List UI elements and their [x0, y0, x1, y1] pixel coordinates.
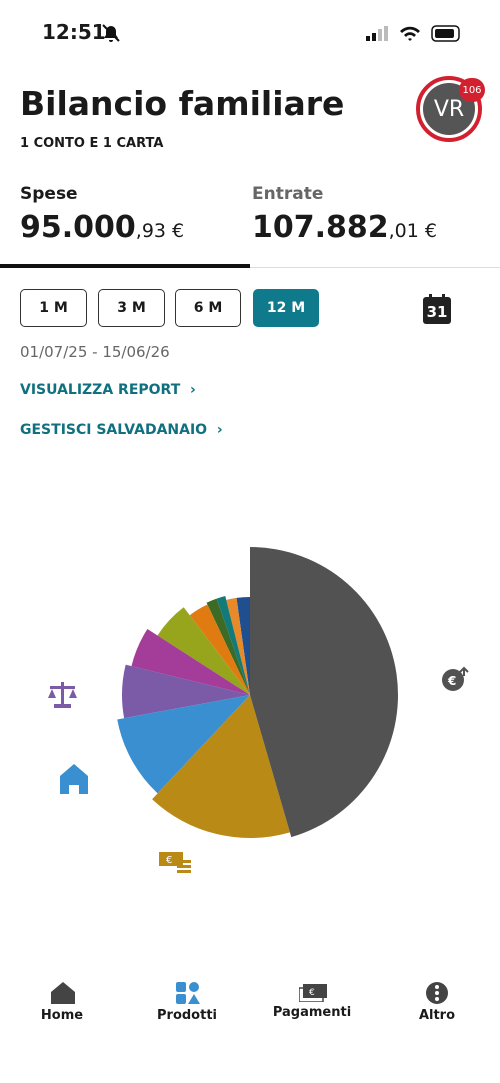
- amount-decimal: ,93 €: [135, 220, 185, 242]
- spese-label: Spese: [20, 184, 78, 204]
- amount-integer: 95.000: [20, 210, 136, 245]
- spese-amount: 95.000,93 €: [20, 210, 184, 245]
- subtitle: 1 CONTO E 1 CARTA: [20, 136, 164, 151]
- pie-slice[interactable]: [206, 598, 250, 695]
- nav-products-icon: [176, 982, 200, 1004]
- amount-integer: 107.882: [252, 210, 389, 245]
- svg-text:€: €: [309, 988, 315, 998]
- pie-slice[interactable]: [226, 597, 250, 695]
- amount-decimal: ,01 €: [388, 220, 437, 242]
- svg-text:€: €: [447, 674, 456, 688]
- pie-slice[interactable]: [157, 607, 250, 695]
- income-icon: €: [442, 666, 469, 691]
- calendar-day: 31: [426, 303, 448, 321]
- nav-item[interactable]: Prodotti: [157, 1008, 217, 1023]
- nav-item[interactable]: Pagamenti: [272, 1005, 352, 1020]
- svg-text:€: €: [166, 855, 172, 866]
- entrate-amount: 107.882,01 €: [252, 210, 437, 245]
- link[interactable]: GESTISCI SALVADANAIO ›: [20, 422, 223, 438]
- status-time: 12:51: [42, 20, 106, 44]
- link[interactable]: VISUALIZZA REPORT ›: [20, 382, 196, 398]
- entrate-label[interactable]: Entrate: [252, 184, 324, 204]
- tab-indicator: [0, 264, 250, 268]
- divider: [0, 267, 500, 268]
- mute-icon: [102, 24, 120, 42]
- link-text: VISUALIZZA REPORT: [20, 382, 181, 398]
- title: Bilancio familiare: [20, 84, 345, 123]
- pie-slice[interactable]: [152, 695, 290, 838]
- period-button[interactable]: 3 M: [98, 289, 165, 327]
- period-button[interactable]: 12 M: [253, 289, 319, 327]
- money-icon: €: [159, 852, 191, 873]
- nav-home-icon: [51, 982, 75, 1004]
- pie-slice[interactable]: [117, 695, 250, 794]
- house-icon: [60, 764, 88, 794]
- pie-slice[interactable]: [236, 597, 250, 695]
- nav-item[interactable]: Altro: [418, 1008, 456, 1023]
- period-button[interactable]: 6 M: [175, 289, 241, 327]
- calendar-icon[interactable]: 31: [423, 294, 451, 324]
- period-button[interactable]: 1 M: [20, 289, 87, 327]
- badge: 106: [459, 78, 485, 102]
- pie-slice[interactable]: [131, 628, 250, 695]
- pie-slice[interactable]: [216, 596, 250, 695]
- pie-chart: € €: [48, 547, 469, 873]
- nav-payments-icon: €: [299, 984, 327, 1002]
- scale-icon: [48, 682, 77, 708]
- pie-slice[interactable]: [122, 664, 250, 719]
- pie-slice[interactable]: [189, 604, 250, 695]
- avatar[interactable]: VR: [416, 76, 482, 142]
- pie-slice[interactable]: [250, 547, 399, 838]
- date-range: 01/07/25 - 15/06/26: [20, 343, 170, 361]
- nav-more-icon: [426, 982, 448, 1004]
- status-icons: [366, 25, 460, 42]
- nav-item[interactable]: Home: [40, 1008, 84, 1023]
- link-text: GESTISCI SALVADANAIO: [20, 422, 208, 438]
